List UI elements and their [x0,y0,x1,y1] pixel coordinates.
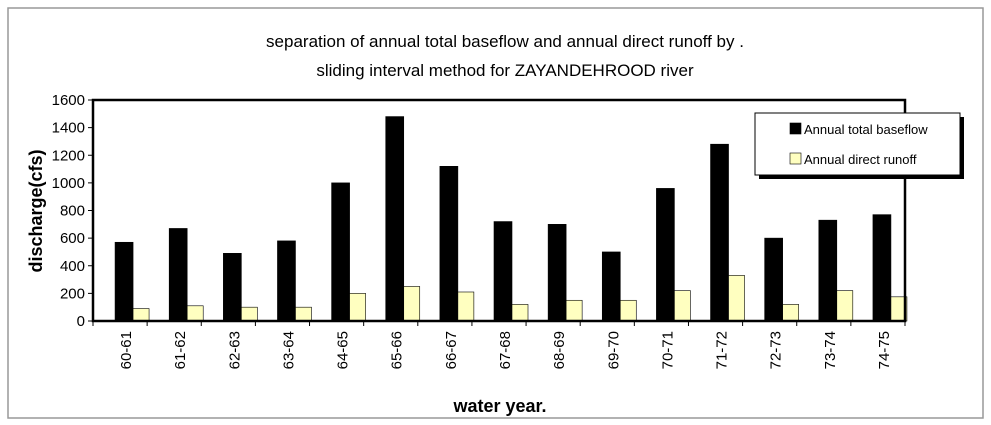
legend-label: Annual direct runoff [804,152,917,167]
bar [439,166,459,322]
y-tick-label: 600 [60,230,85,247]
bar [547,224,567,322]
bar [818,219,838,322]
legend-label: Annual total baseflow [804,122,928,137]
y-tick-label: 1600 [52,92,85,109]
y-axis-title: discharge(cfs) [26,149,46,272]
chart-title: sliding interval method for ZAYANDEHROOD… [316,61,694,80]
bar [186,305,204,322]
x-tick-label: 69-70 [605,331,622,369]
bar [656,188,675,322]
x-tick-label: 71-72 [714,331,731,369]
x-tick-label: 61-62 [172,331,189,369]
legend-swatch [789,152,802,165]
bar [114,241,134,322]
bar [674,290,691,322]
x-tick-label: 62-63 [226,331,243,369]
legend-swatch [789,122,802,135]
bar [872,214,892,322]
x-tick-label: 68-69 [551,331,568,369]
x-axis-title: water year. [452,396,546,416]
bar [493,221,513,322]
bar [277,240,296,322]
bar [764,237,783,322]
y-tick-label: 200 [60,285,85,302]
bar [619,299,637,322]
bar [132,308,150,322]
x-tick-label: 60-61 [118,331,135,369]
x-tick-label: 66-67 [443,331,460,369]
bar [836,290,854,322]
x-tick-label: 74-75 [876,331,893,369]
bar [782,304,799,322]
bar [728,275,745,322]
y-tick-label: 1000 [52,175,85,192]
bar [331,182,350,322]
bar [168,228,188,322]
y-tick-label: 800 [60,203,85,220]
bar [223,253,242,322]
chart-title: separation of annual total baseflow and … [266,32,744,51]
bar [295,306,312,322]
legend [754,112,961,176]
bar [601,251,621,322]
x-tick-label: 64-65 [335,331,352,369]
x-tick-label: 63-64 [280,331,297,369]
bar [349,293,366,322]
x-tick-label: 72-73 [768,331,785,369]
bar [385,116,405,322]
y-tick-label: 0 [77,313,85,330]
plot-frame [91,98,907,323]
y-tick-label: 1400 [52,120,85,137]
x-tick-label: 70-71 [659,331,676,369]
y-tick-label: 400 [60,258,85,275]
x-tick-label: 65-66 [389,331,406,369]
bar [511,304,529,322]
bar [565,299,583,322]
x-tick-label: 73-74 [822,331,839,369]
x-tick-label: 67-68 [497,331,514,369]
bar [403,286,421,322]
y-tick-label: 1200 [52,147,85,164]
bar [710,143,729,322]
bar [457,291,475,322]
bar [241,306,258,322]
